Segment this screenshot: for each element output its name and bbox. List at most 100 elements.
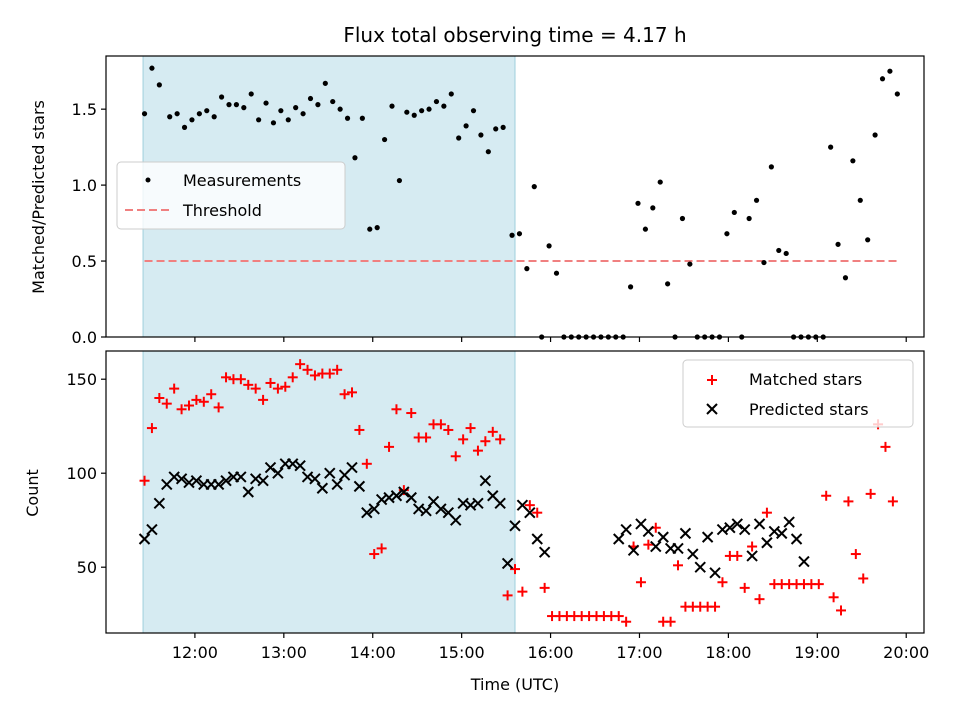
matched-star-point	[747, 541, 758, 552]
bottom-y-tick-label: 150	[66, 370, 97, 389]
predicted-star-point	[679, 527, 692, 540]
matched-star-point	[465, 423, 476, 434]
matched-star-point	[169, 383, 180, 394]
bottom-highlight-band	[142, 350, 516, 634]
predicted-star-point	[501, 557, 514, 570]
predicted-stars-points	[138, 458, 810, 579]
predicted-star-point	[190, 475, 203, 487]
matched-star-point	[539, 582, 550, 593]
matched-star-point	[398, 485, 409, 496]
matched-star-point	[176, 404, 187, 415]
predicted-star-point	[294, 459, 306, 472]
predicted-star-point	[175, 473, 188, 485]
matched-star-point	[406, 408, 417, 419]
x-tick-label: 12:00	[172, 643, 218, 662]
matched-star-point	[495, 434, 506, 445]
matched-star-point	[761, 507, 772, 518]
measurement-point	[141, 111, 148, 117]
matched-star-point	[376, 543, 387, 554]
matched-star-point	[324, 368, 335, 379]
matched-star-point	[258, 394, 269, 405]
measurement-point	[359, 115, 365, 121]
matched-star-point	[361, 458, 372, 469]
measurement-point	[478, 132, 484, 138]
predicted-star-point	[435, 503, 447, 515]
matched-star-point	[739, 582, 750, 593]
predicted-star-point	[738, 523, 751, 536]
predicted-star-point	[524, 506, 536, 519]
measurement-point	[330, 98, 336, 105]
measurement-point	[516, 231, 523, 237]
legend-measurements-label: Measurements	[183, 171, 301, 190]
predicted-star-point	[264, 461, 277, 474]
measurement-point	[776, 247, 782, 254]
predicted-star-point	[776, 527, 788, 540]
legend-threshold-label: Threshold	[182, 201, 262, 220]
measurement-point	[679, 215, 686, 222]
measurement-point	[307, 95, 314, 102]
measurement-point	[204, 108, 210, 114]
matched-star-point	[621, 616, 632, 627]
measurement-point	[270, 120, 277, 126]
measurement-point	[879, 76, 886, 82]
predicted-star-point	[420, 505, 432, 517]
predicted-star-point	[798, 555, 810, 568]
measurement-point	[433, 98, 440, 105]
predicted-star-point	[479, 475, 492, 487]
matched-star-point	[480, 436, 491, 447]
measurement-point	[293, 105, 299, 111]
matched-star-point	[443, 424, 454, 435]
predicted-star-point	[472, 497, 484, 509]
predicted-star-point	[761, 537, 773, 549]
predicted-star-point	[642, 525, 655, 538]
matched-star-point	[524, 500, 535, 511]
predicted-star-point	[613, 533, 625, 545]
predicted-star-point	[331, 478, 343, 491]
matched-star-point	[265, 377, 276, 388]
measurement-point	[887, 68, 893, 74]
bottom-y-tick-label: 50	[77, 558, 97, 577]
measurement-point	[524, 266, 530, 272]
measurement-point	[857, 197, 863, 203]
predicted-star-point	[494, 497, 506, 509]
bottom-y-axis-label: Count	[23, 469, 42, 517]
x-tick-label: 15:00	[439, 643, 485, 662]
measurement-point	[657, 179, 663, 185]
measurement-point	[181, 124, 188, 130]
measurement-point	[746, 215, 752, 222]
measurement-point	[256, 117, 262, 123]
top-x-tickmarks	[194, 337, 907, 342]
matched-star-point	[295, 359, 306, 370]
matched-star-point	[532, 507, 543, 518]
matched-star-point	[235, 374, 246, 385]
legend-matched-marker	[707, 375, 717, 385]
legend-measurements-marker	[145, 177, 151, 183]
predicted-star-point	[398, 486, 410, 498]
legend-predicted-label: Predicted stars	[749, 400, 869, 419]
predicted-star-point	[701, 531, 714, 543]
predicted-star-point	[724, 522, 736, 534]
measurement-point	[894, 91, 900, 97]
measurement-point	[411, 112, 417, 118]
measurement-point	[546, 243, 552, 249]
predicted-star-point	[450, 514, 462, 526]
matched-star-point	[272, 383, 283, 394]
measurement-point	[196, 111, 202, 117]
matched-star-point	[302, 364, 313, 375]
x-tick-label: 19:00	[794, 643, 840, 662]
matched-star-point	[198, 396, 209, 407]
matched-star-point	[191, 394, 202, 405]
measurement-point	[835, 241, 841, 247]
bottom-y-ticks: 50 100 150	[66, 370, 106, 577]
matched-star-point	[813, 579, 824, 590]
measurement-point	[156, 82, 162, 88]
measurement-point	[189, 117, 195, 123]
measurement-point	[278, 108, 284, 114]
predicted-star-point	[731, 518, 743, 530]
matched-star-point	[339, 389, 350, 400]
measurement-point	[456, 135, 462, 141]
measurement-point	[687, 261, 693, 267]
predicted-star-point	[783, 516, 795, 528]
measurement-point	[642, 226, 649, 232]
